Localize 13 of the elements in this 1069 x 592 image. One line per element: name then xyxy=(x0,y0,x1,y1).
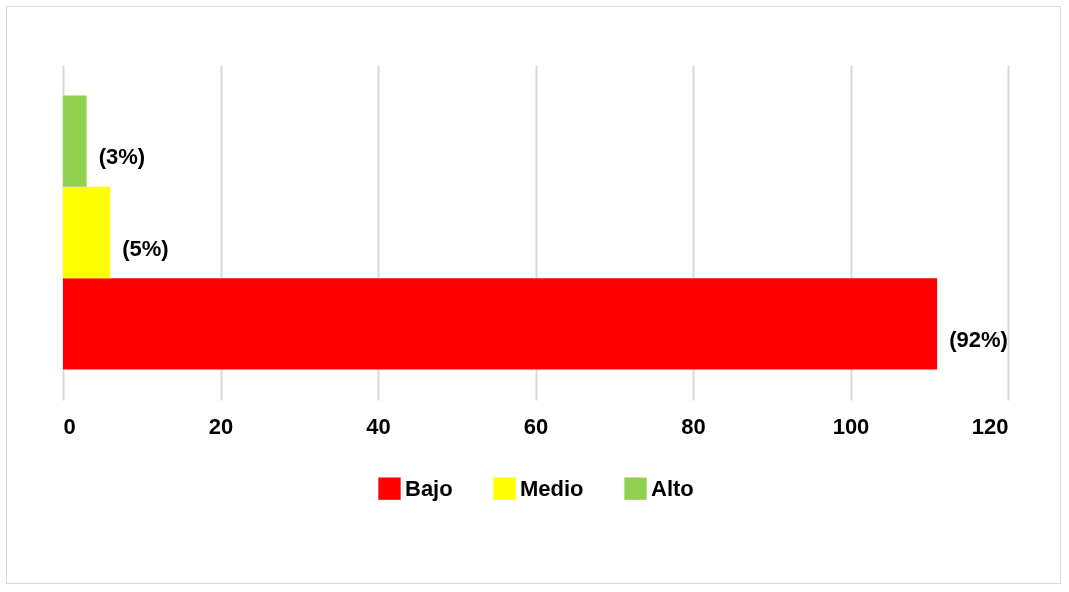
x-tick-label: 120 xyxy=(971,413,1009,439)
x-tick-label: 20 xyxy=(208,413,234,439)
annotation: (92%) xyxy=(949,326,1008,352)
annotation: (5%) xyxy=(122,235,169,261)
annotation: (3%) xyxy=(98,144,146,170)
x-tick-label: 80 xyxy=(681,413,706,439)
x-tick-label: 60 xyxy=(523,413,549,439)
legend-label: Bajo xyxy=(405,475,453,501)
x-tick-label: 40 xyxy=(366,413,391,439)
legend-label: Medio xyxy=(520,475,584,501)
legend-label: Alto xyxy=(651,475,694,501)
x-tick-label: 0 xyxy=(63,413,76,439)
x-tick-label: 100 xyxy=(832,413,870,439)
